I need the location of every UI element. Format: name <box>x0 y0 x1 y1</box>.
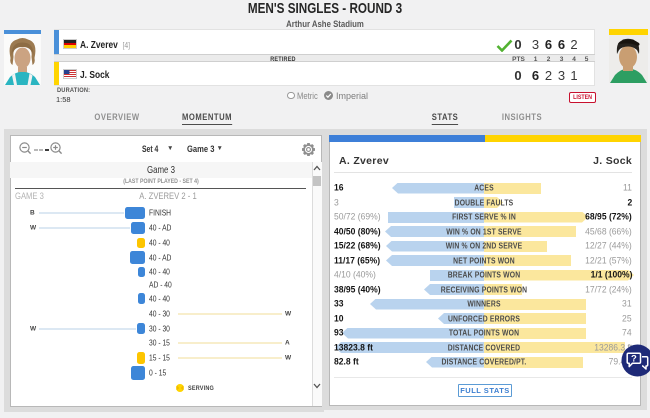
svg-text:?: ? <box>631 353 637 364</box>
